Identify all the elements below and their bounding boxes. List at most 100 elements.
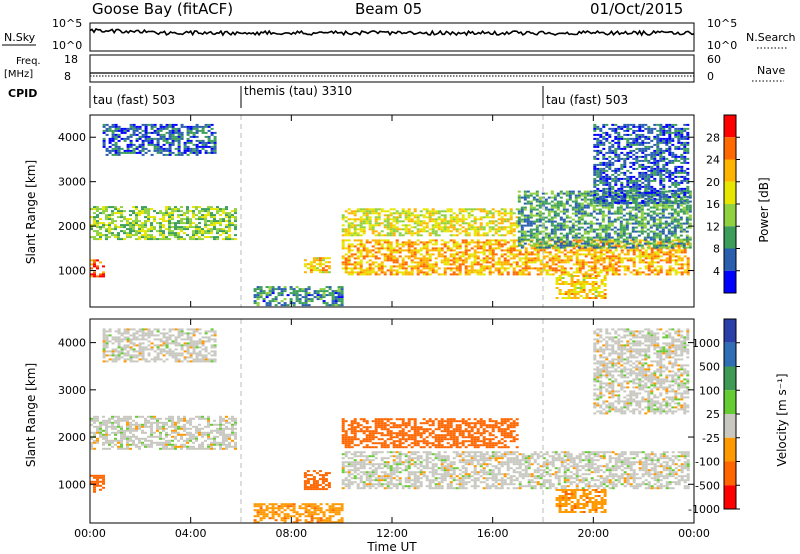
data-cell	[577, 202, 581, 205]
data-cell	[599, 171, 603, 174]
data-cell	[280, 300, 284, 303]
data-cell	[389, 232, 393, 235]
data-cell	[440, 255, 444, 258]
data-cell	[683, 141, 687, 144]
data-cell	[577, 196, 581, 199]
data-cell	[307, 288, 311, 291]
data-cell	[295, 294, 299, 297]
data-cell	[337, 286, 341, 289]
data-cell	[589, 244, 593, 247]
data-cell	[144, 131, 148, 134]
data-cell	[644, 165, 648, 168]
data-cell	[144, 135, 148, 138]
data-cell	[565, 194, 569, 197]
data-cell	[670, 244, 674, 247]
data-cell	[434, 239, 438, 242]
data-cell	[473, 230, 477, 233]
data-cell	[455, 234, 459, 237]
data-cell	[192, 127, 196, 130]
data-cell	[677, 255, 681, 258]
data-cell	[422, 241, 426, 244]
data-cell	[596, 125, 600, 128]
data-cell	[551, 247, 555, 250]
data-cell	[153, 220, 156, 223]
data-cell	[640, 228, 644, 231]
data-cell	[455, 267, 459, 270]
data-cell	[359, 216, 363, 219]
data-cell	[659, 131, 663, 134]
data-cell	[488, 249, 492, 252]
data-cell	[228, 216, 231, 219]
data-cell	[304, 288, 308, 291]
data-cell	[683, 159, 687, 162]
data-cell	[608, 193, 612, 196]
data-cell	[632, 153, 636, 156]
data-cell	[602, 157, 606, 160]
data-cell	[111, 139, 115, 142]
data-cell	[141, 228, 144, 231]
data-cell	[180, 238, 183, 241]
data-cell	[150, 139, 154, 142]
data-cell	[304, 292, 308, 295]
data-cell	[638, 129, 642, 132]
data-cell	[584, 261, 588, 264]
data-cell	[561, 281, 565, 283]
data-cell	[667, 230, 671, 233]
data-cell	[653, 201, 657, 204]
data-cell	[111, 137, 115, 140]
data-cell	[635, 187, 639, 190]
data-cell	[165, 214, 168, 217]
data-cell	[380, 267, 384, 270]
data-cell	[395, 251, 399, 254]
data-cell	[210, 123, 214, 126]
data-cell	[380, 245, 384, 248]
data-cell	[132, 230, 135, 233]
data-cell	[506, 241, 510, 244]
data-cell	[628, 212, 632, 215]
data-cell	[377, 234, 381, 237]
data-cell	[144, 206, 147, 209]
data-cell	[662, 193, 666, 196]
data-cell	[574, 204, 578, 207]
data-cell	[592, 204, 596, 207]
data-cell	[177, 133, 181, 136]
data-cell	[168, 129, 172, 132]
data-cell	[138, 145, 142, 148]
data-cell	[644, 251, 648, 254]
data-cell	[159, 123, 163, 126]
data-cell	[550, 210, 554, 213]
data-cell	[620, 245, 624, 248]
data-cell	[556, 222, 560, 225]
data-cell	[292, 304, 296, 307]
data-cell	[353, 263, 357, 266]
data-cell	[452, 253, 456, 256]
data-cell	[307, 286, 311, 289]
data-cell	[102, 212, 105, 215]
data-cell	[607, 206, 611, 209]
data-cell	[596, 255, 600, 258]
data-cell	[485, 241, 489, 244]
data-cell	[565, 240, 569, 243]
data-cell	[482, 245, 486, 248]
data-cell	[506, 220, 510, 223]
data-cell	[503, 249, 507, 252]
data-cell	[93, 261, 96, 264]
data-cell	[389, 271, 393, 274]
data-cell	[398, 271, 402, 274]
data-cell	[659, 267, 663, 270]
data-cell	[386, 247, 390, 250]
data-cell	[464, 247, 468, 250]
data-cell	[440, 259, 444, 262]
data-cell	[153, 147, 157, 150]
data-cell	[547, 196, 551, 199]
data-cell	[547, 246, 551, 249]
data-cell	[105, 218, 108, 221]
data-cell	[350, 267, 354, 270]
data-cell	[138, 226, 141, 229]
data-cell	[129, 230, 132, 233]
data-cell	[386, 239, 390, 242]
data-cell	[256, 294, 260, 297]
data-cell	[192, 210, 195, 213]
data-cell	[629, 137, 633, 140]
data-cell	[547, 232, 551, 235]
